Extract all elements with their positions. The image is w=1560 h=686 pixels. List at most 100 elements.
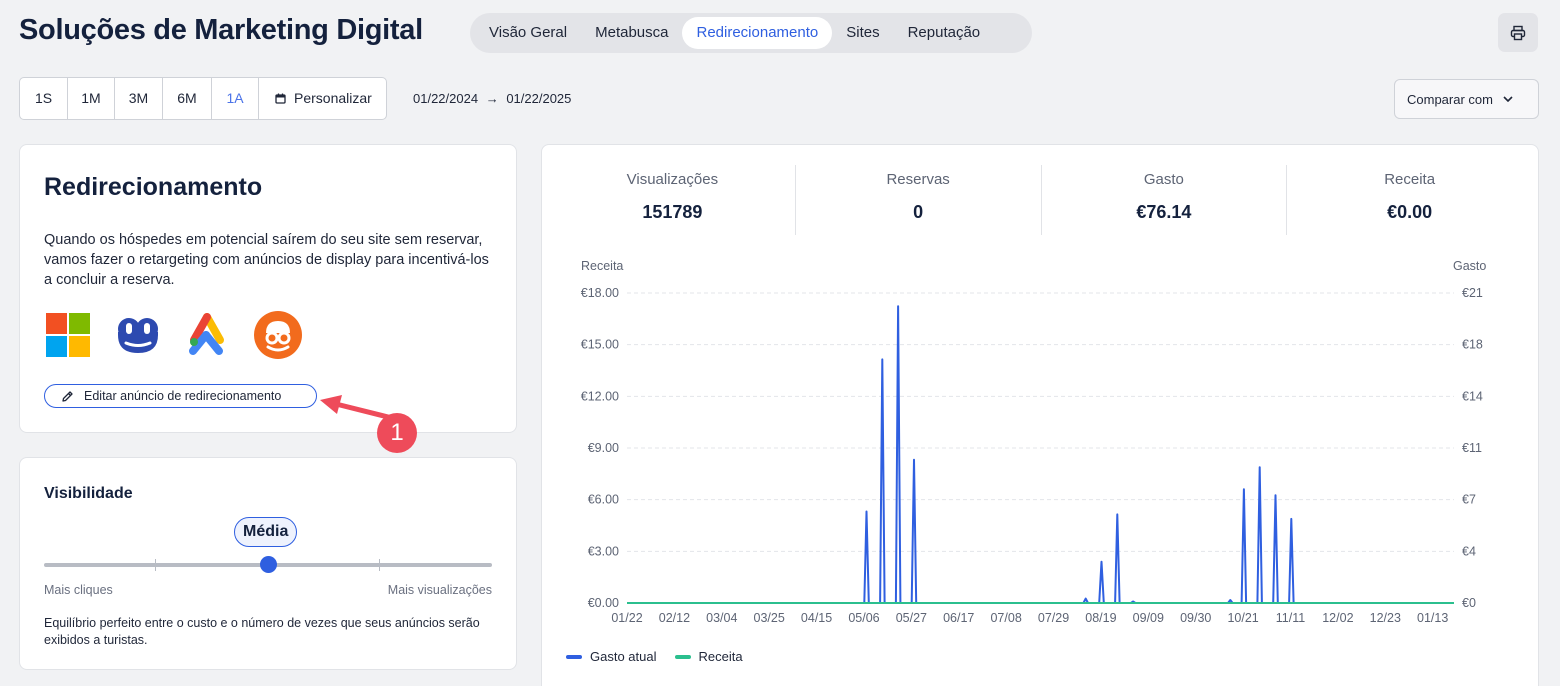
- kpi-value: €0.00: [1387, 202, 1433, 222]
- chevron-down-icon: [1503, 96, 1513, 102]
- tab-redirecionamento[interactable]: Redirecionamento: [682, 17, 833, 49]
- x-tick-label: 08/19: [1085, 611, 1116, 625]
- right-tick-label: €14: [1462, 389, 1483, 403]
- legend-item[interactable]: Gasto atual: [566, 649, 657, 664]
- printer-icon: [1510, 25, 1526, 40]
- right-tick-label: €11: [1462, 441, 1482, 455]
- tab-metabusca[interactable]: Metabusca: [595, 24, 669, 41]
- left-tick-label: €18.00: [581, 286, 619, 300]
- slider-tick: [379, 559, 380, 571]
- custom-range-label: Personalizar: [294, 90, 372, 106]
- line-chart: €0.00 €0 €3.00 €4 €6.00 €7 €9.00 €11 €12.00 €14 €1…: [581, 286, 1483, 625]
- x-tick-label: 09/30: [1180, 611, 1211, 625]
- x-tick-label: 07/29: [1038, 611, 1069, 625]
- custom-range-button[interactable]: Personalizar: [259, 78, 386, 119]
- microsoft-logo: [46, 313, 90, 357]
- kpi-views: Visualizações 151789: [550, 165, 796, 235]
- kpi-label: Visualizações: [626, 171, 719, 188]
- tab-reputacao[interactable]: Reputação: [907, 24, 981, 41]
- tab-sites[interactable]: Sites: [846, 24, 880, 41]
- right-tick-label: €7: [1462, 493, 1476, 507]
- arrow-right-icon: →: [485, 91, 499, 106]
- left-tick-label: €12.00: [581, 389, 619, 403]
- date-range-display: 01/22/2024 → 01/22/2025: [413, 91, 571, 106]
- tripadvisor-logo: [254, 311, 302, 359]
- legend-item[interactable]: Receita: [674, 649, 743, 664]
- kpi-row: Visualizações 151789 Reservas 0 Gasto €7…: [542, 165, 1540, 235]
- right-tick-label: €18: [1462, 338, 1483, 352]
- x-tick-label: 01/13: [1417, 611, 1448, 625]
- x-tick-label: 03/25: [754, 611, 785, 625]
- legend-swatch: [566, 654, 582, 659]
- main-tabs: Visão Geral Metabusca Redirecionamento S…: [470, 13, 1032, 53]
- annotation-badge: 1: [377, 413, 417, 453]
- retargeting-card: Redirecionamento Quando os hóspedes em p…: [19, 144, 517, 433]
- left-tick-label: €3.00: [588, 544, 619, 558]
- visibility-card: Visibilidade Média Mais cliques Mais vis…: [19, 457, 517, 670]
- left-tick-label: €9.00: [588, 441, 619, 455]
- x-tick-label: 12/02: [1322, 611, 1353, 625]
- x-tick-label: 12/23: [1370, 611, 1401, 625]
- date-start: 01/22/2024: [413, 91, 479, 106]
- range-3m-button[interactable]: 3M: [115, 78, 163, 119]
- page-title: Soluções de Marketing Digital: [19, 14, 423, 46]
- right-axis-title: Gasto: [1453, 259, 1487, 273]
- legend-swatch: [674, 654, 691, 659]
- right-tick-label: €4: [1462, 544, 1476, 558]
- kpi-label: Gasto: [1143, 171, 1184, 188]
- x-tick-label: 02/12: [659, 611, 690, 625]
- x-tick-label: 03/04: [706, 611, 737, 625]
- edit-retargeting-label: Editar anúncio de redirecionamento: [84, 389, 282, 403]
- pencil-icon: [62, 390, 73, 402]
- calendar-icon: [275, 93, 286, 104]
- kpi-bookings: Reservas 0: [796, 165, 1042, 235]
- left-tick-label: €15.00: [581, 338, 619, 352]
- visibility-slider-thumb[interactable]: [260, 556, 277, 573]
- visibility-description: Equilíbrio perfeito entre o custo e o nú…: [44, 616, 480, 647]
- kpi-value: 0: [913, 202, 924, 222]
- legend-label: Gasto atual: [590, 649, 657, 664]
- criteo-logo: [118, 318, 158, 353]
- date-end: 01/22/2025: [506, 91, 572, 106]
- visibility-title: Visibilidade: [44, 485, 133, 502]
- x-tick-label: 04/15: [801, 611, 832, 625]
- x-tick-label: 10/21: [1227, 611, 1258, 625]
- range-6m-button[interactable]: 6M: [163, 78, 212, 119]
- x-tick-label: 05/27: [896, 611, 927, 625]
- date-range-selector: 1S 1M 3M 6M 1A Personalizar: [19, 77, 387, 120]
- x-tick-label: 05/06: [848, 611, 879, 625]
- range-1m-button[interactable]: 1M: [68, 78, 115, 119]
- kpi-value: €76.14: [1136, 202, 1192, 222]
- series-line-gasto-atual: [627, 305, 1454, 604]
- left-axis-title: Receita: [581, 259, 624, 273]
- tab-visao-geral[interactable]: Visão Geral: [489, 24, 568, 41]
- kpi-value: 151789: [642, 202, 703, 222]
- left-tick-label: €6.00: [588, 493, 619, 507]
- partner-logos: [44, 311, 302, 359]
- chart-legend: Gasto atual Receita: [566, 649, 743, 664]
- kpi-label: Reservas: [886, 171, 950, 188]
- x-tick-label: 09/09: [1133, 611, 1164, 625]
- google-ads-logo: [189, 313, 224, 355]
- x-tick-label: 01/22: [611, 611, 642, 625]
- visibility-right-label: Mais visualizações: [387, 583, 492, 597]
- kpi-spend: Gasto €76.14: [1042, 165, 1288, 235]
- retargeting-title: Redirecionamento: [44, 173, 263, 201]
- kpi-label: Receita: [1384, 171, 1436, 188]
- compare-label: Comparar com: [1407, 91, 1493, 107]
- kpi-revenue: Receita €0.00: [1287, 165, 1532, 235]
- left-tick-label: €0.00: [588, 596, 619, 610]
- x-tick-label: 06/17: [943, 611, 974, 625]
- print-button[interactable]: [1498, 13, 1538, 52]
- x-tick-label: 11/11: [1276, 611, 1305, 625]
- right-tick-label: €21: [1462, 286, 1483, 300]
- slider-tick: [155, 559, 156, 571]
- range-1s-button[interactable]: 1S: [20, 78, 68, 119]
- right-tick-label: €0: [1462, 596, 1476, 610]
- retargeting-description: Quando os hóspedes em potencial saírem d…: [44, 232, 489, 288]
- x-tick-label: 07/08: [990, 611, 1021, 625]
- range-1a-button[interactable]: 1A: [212, 78, 259, 119]
- legend-label: Receita: [698, 649, 743, 664]
- compare-dropdown[interactable]: Comparar com: [1394, 79, 1539, 119]
- edit-retargeting-ad-button[interactable]: Editar anúncio de redirecionamento: [44, 384, 317, 408]
